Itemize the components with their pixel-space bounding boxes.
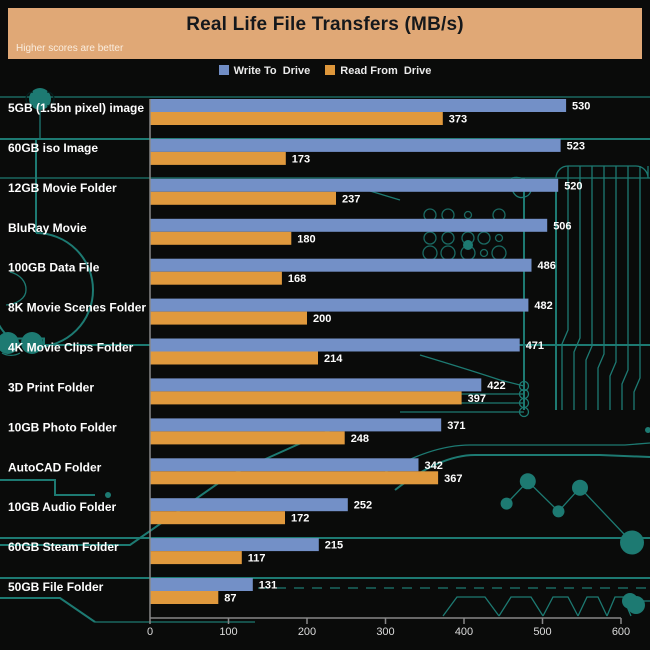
- svg-text:172: 172: [291, 513, 309, 525]
- svg-text:371: 371: [447, 420, 465, 432]
- svg-text:373: 373: [449, 114, 467, 126]
- svg-text:100GB Data File: 100GB Data File: [8, 261, 100, 275]
- svg-text:AutoCAD Folder: AutoCAD Folder: [8, 460, 102, 474]
- svg-text:BluRay Movie: BluRay Movie: [8, 221, 87, 235]
- svg-text:237: 237: [342, 193, 360, 205]
- svg-text:10GB Photo Folder: 10GB Photo Folder: [8, 420, 117, 434]
- svg-text:60GB iso Image: 60GB iso Image: [8, 141, 98, 155]
- svg-text:173: 173: [292, 153, 310, 165]
- svg-text:215: 215: [325, 540, 343, 552]
- svg-text:117: 117: [248, 553, 266, 565]
- svg-text:523: 523: [567, 140, 585, 152]
- svg-text:168: 168: [288, 273, 306, 285]
- svg-text:506: 506: [553, 220, 571, 232]
- svg-text:3D Print Folder: 3D Print Folder: [8, 380, 94, 394]
- svg-text:214: 214: [324, 353, 343, 365]
- svg-text:5GB (1.5bn pixel) image: 5GB (1.5bn pixel) image: [8, 101, 144, 115]
- svg-text:50GB File Folder: 50GB File Folder: [8, 580, 104, 594]
- svg-text:87: 87: [224, 593, 236, 605]
- svg-text:397: 397: [468, 393, 486, 405]
- svg-text:131: 131: [259, 580, 277, 592]
- svg-text:500: 500: [533, 626, 551, 638]
- svg-text:180: 180: [297, 233, 315, 245]
- svg-text:200: 200: [313, 313, 331, 325]
- svg-text:367: 367: [444, 473, 462, 485]
- svg-text:248: 248: [351, 433, 369, 445]
- svg-text:12GB Movie Folder: 12GB Movie Folder: [8, 181, 117, 195]
- svg-text:342: 342: [425, 460, 443, 472]
- svg-text:200: 200: [298, 626, 316, 638]
- svg-text:252: 252: [354, 500, 372, 512]
- svg-text:60GB Steam Folder: 60GB Steam Folder: [8, 540, 119, 554]
- svg-text:471: 471: [526, 340, 544, 352]
- svg-text:400: 400: [455, 626, 473, 638]
- svg-text:530: 530: [572, 101, 590, 113]
- svg-text:520: 520: [564, 180, 582, 192]
- svg-text:100: 100: [219, 626, 237, 638]
- svg-text:8K Movie Scenes Folder: 8K Movie Scenes Folder: [8, 301, 146, 315]
- svg-text:0: 0: [147, 626, 153, 638]
- svg-text:4K Movie Clips Folder: 4K Movie Clips Folder: [8, 341, 134, 355]
- svg-text:486: 486: [538, 260, 556, 272]
- svg-text:300: 300: [376, 626, 394, 638]
- svg-text:10GB Audio Folder: 10GB Audio Folder: [8, 500, 117, 514]
- svg-text:600: 600: [612, 626, 630, 638]
- svg-text:422: 422: [487, 380, 505, 392]
- svg-text:482: 482: [534, 300, 552, 312]
